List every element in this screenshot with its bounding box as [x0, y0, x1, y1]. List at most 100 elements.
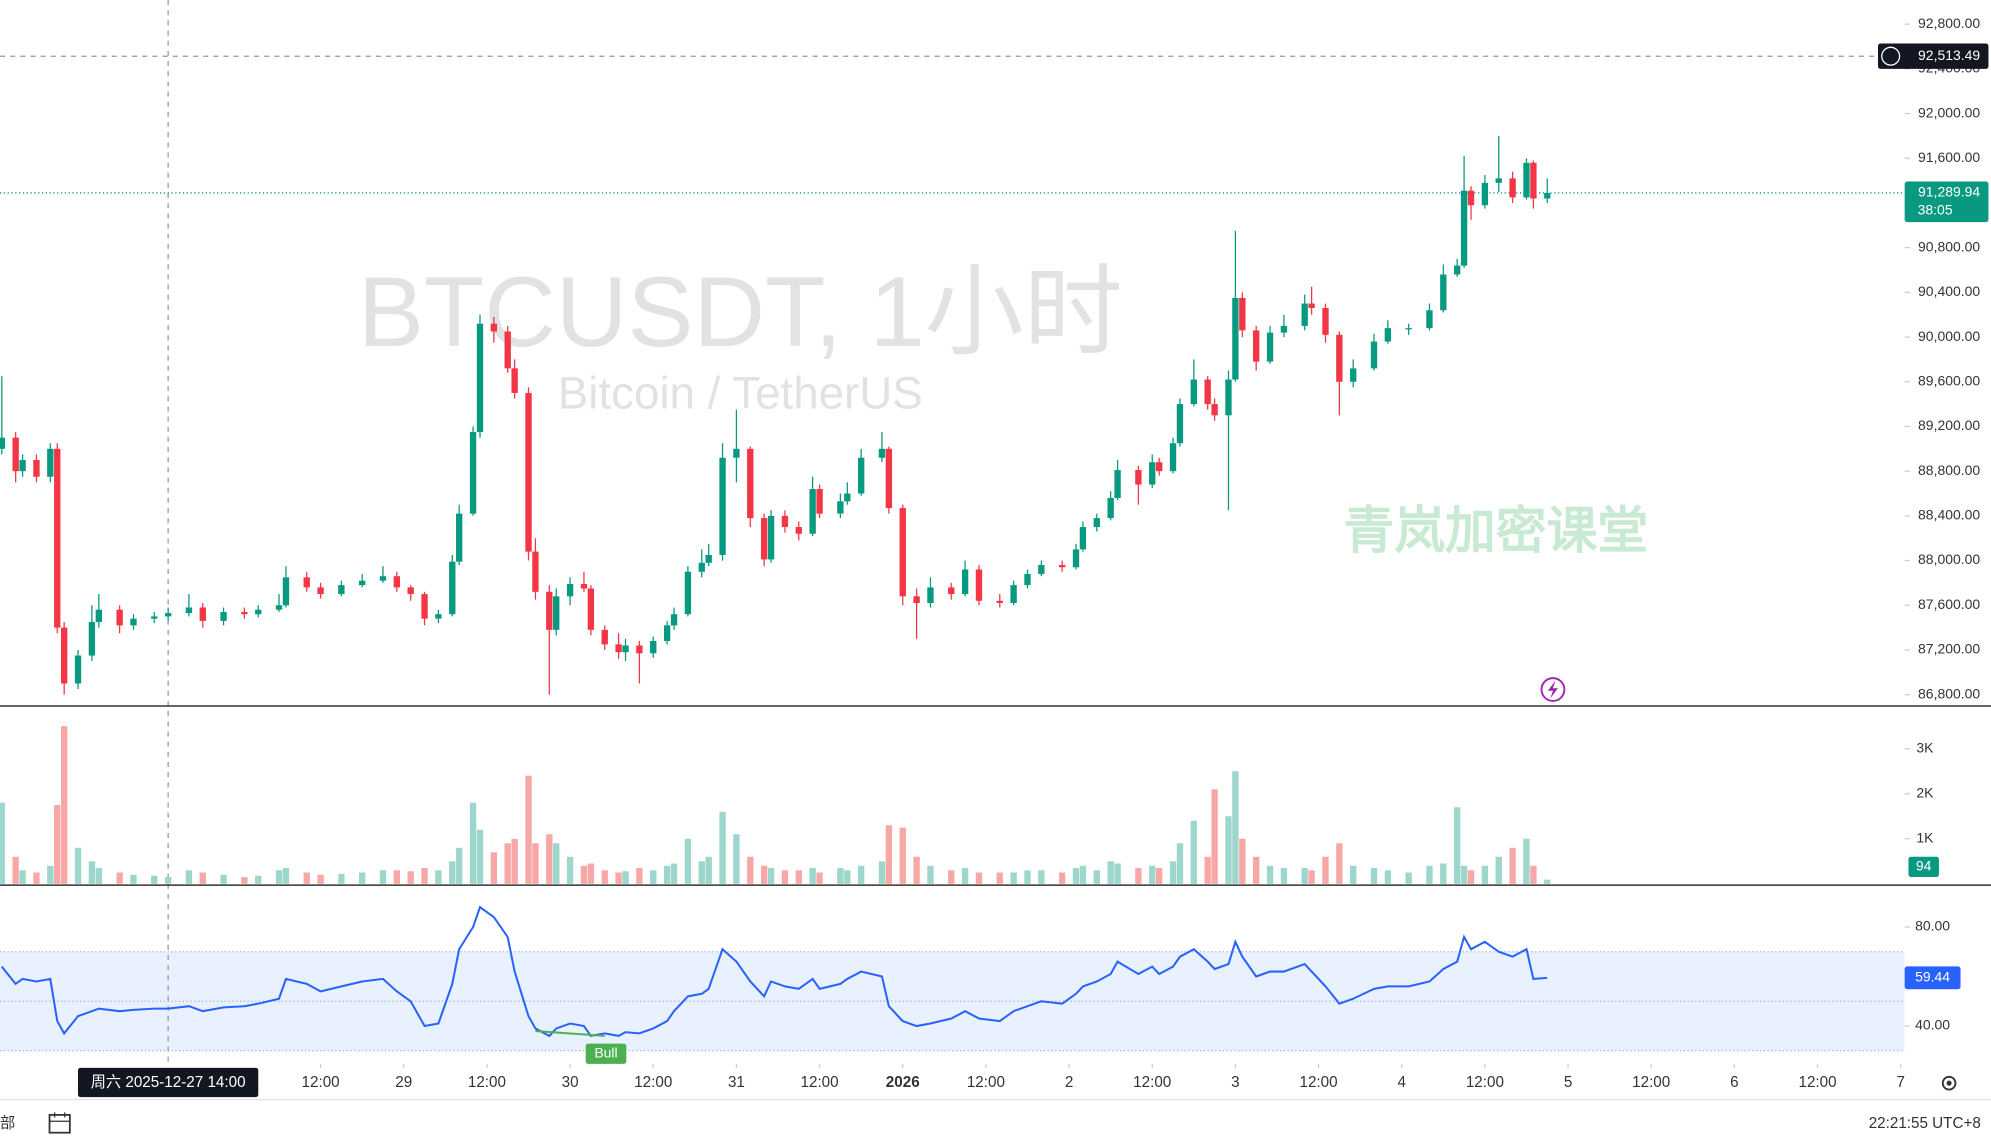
candle-body — [698, 562, 705, 572]
alert-icon[interactable] — [1540, 677, 1566, 702]
last-price-box — [1904, 181, 1989, 223]
x-tick-label: 12:00 — [1300, 1074, 1338, 1091]
volume-bar — [1509, 847, 1516, 884]
candle-body — [1405, 328, 1412, 330]
volume-bar — [1280, 868, 1288, 884]
volume-bar — [636, 868, 643, 884]
volume-bar — [379, 870, 387, 884]
candle-body — [1058, 565, 1066, 568]
volume-bar — [663, 865, 671, 884]
volume-bar — [913, 856, 920, 884]
candle-body — [1093, 518, 1100, 528]
volume-bar — [275, 870, 283, 884]
volume-bar — [1149, 865, 1156, 884]
x-tick-label: 12:00 — [634, 1074, 672, 1091]
candle-body — [1544, 192, 1551, 199]
candle-body — [587, 588, 595, 630]
candle-body — [684, 571, 692, 615]
volume-bar — [1440, 863, 1447, 884]
volume-bar — [130, 874, 137, 884]
candle-body — [1523, 162, 1530, 198]
settings-icon[interactable] — [1941, 1075, 1957, 1091]
volume-bar — [1232, 771, 1239, 884]
candle-body — [88, 622, 96, 656]
volume-bar — [733, 834, 740, 884]
candle-body — [151, 616, 158, 619]
volume-bar — [566, 856, 574, 884]
volume-bar — [857, 865, 865, 884]
candle-body — [532, 551, 539, 592]
volume-bar — [1024, 870, 1031, 884]
volume-bar — [747, 856, 754, 884]
volume-bar — [407, 871, 414, 884]
x-tick-label: 4 — [1397, 1074, 1406, 1091]
volume-bar — [1010, 872, 1017, 884]
x-tick-label: 6 — [1730, 1074, 1738, 1091]
candle-body — [1010, 585, 1017, 604]
volume-bar — [1114, 863, 1121, 884]
candle-body — [1107, 497, 1114, 519]
x-tick-label: 12:00 — [1798, 1074, 1836, 1091]
candle-body — [379, 576, 387, 581]
volume-bar — [532, 843, 539, 884]
candle-body — [663, 625, 671, 642]
x-tick-label: 29 — [395, 1074, 412, 1091]
volume-bar — [587, 863, 595, 884]
volume-bar — [490, 852, 498, 884]
x-tick-label: 12:00 — [801, 1074, 839, 1091]
volume-bar — [1155, 868, 1163, 884]
candle-body — [1266, 332, 1274, 362]
y-tick-label: 89,600.00 — [1918, 372, 1980, 388]
candle-body — [199, 607, 206, 621]
candle-body — [566, 584, 574, 597]
volume-bar — [1169, 861, 1177, 884]
watermark-channel: 青岚加密课堂 — [1343, 502, 1648, 559]
calendar-icon[interactable] — [48, 1112, 71, 1134]
crosshair-price-box — [1877, 43, 1989, 69]
y-tick-label: 89,200.00 — [1918, 417, 1980, 433]
volume-bar — [0, 802, 5, 884]
candle-body — [241, 611, 248, 615]
crosshair-time-label: 周六 2025-12-27 14:00 — [91, 1074, 246, 1091]
candle-body — [1024, 573, 1031, 586]
candle-body — [747, 448, 754, 519]
volume-bar — [670, 863, 678, 884]
candle-body — [795, 527, 802, 534]
add-icon — [1881, 46, 1901, 66]
volume-bar — [61, 726, 68, 884]
candle-body — [927, 587, 934, 604]
volume-bar — [164, 877, 172, 884]
candle-body — [1453, 265, 1461, 275]
volume-bar — [705, 856, 712, 884]
candle-body — [164, 613, 172, 617]
volume-bar — [622, 871, 629, 884]
candle-body — [95, 609, 103, 623]
volume-bar — [74, 847, 82, 884]
volume-bar — [1072, 868, 1080, 884]
volume-bar — [116, 872, 123, 884]
volume-bar — [338, 873, 345, 884]
volume-bar — [1523, 838, 1530, 884]
candle-body — [615, 644, 622, 653]
candle-body — [1530, 162, 1537, 199]
watermark-title: BTCUSDT, 1小时 — [358, 256, 1123, 367]
candle-body — [1225, 379, 1232, 416]
volume-bar — [359, 872, 366, 884]
candle-body — [511, 368, 518, 393]
volume-bar — [601, 870, 608, 884]
candle-body — [116, 609, 123, 626]
candle-body — [1204, 379, 1211, 405]
candle-body — [670, 614, 678, 626]
bull-badge — [585, 1043, 627, 1064]
volume-bar — [837, 868, 844, 884]
volume-bar — [1107, 861, 1114, 884]
volume-bar — [650, 870, 657, 884]
candle-body — [0, 437, 5, 449]
volume-bar — [844, 870, 851, 884]
candle-body — [47, 448, 54, 477]
volume-bar — [199, 872, 206, 884]
volume-bar — [1370, 868, 1378, 884]
candle-body — [1370, 341, 1378, 369]
candle-body — [1038, 565, 1045, 574]
